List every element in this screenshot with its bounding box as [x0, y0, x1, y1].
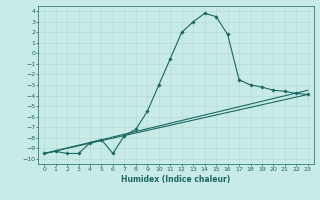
X-axis label: Humidex (Indice chaleur): Humidex (Indice chaleur) [121, 175, 231, 184]
